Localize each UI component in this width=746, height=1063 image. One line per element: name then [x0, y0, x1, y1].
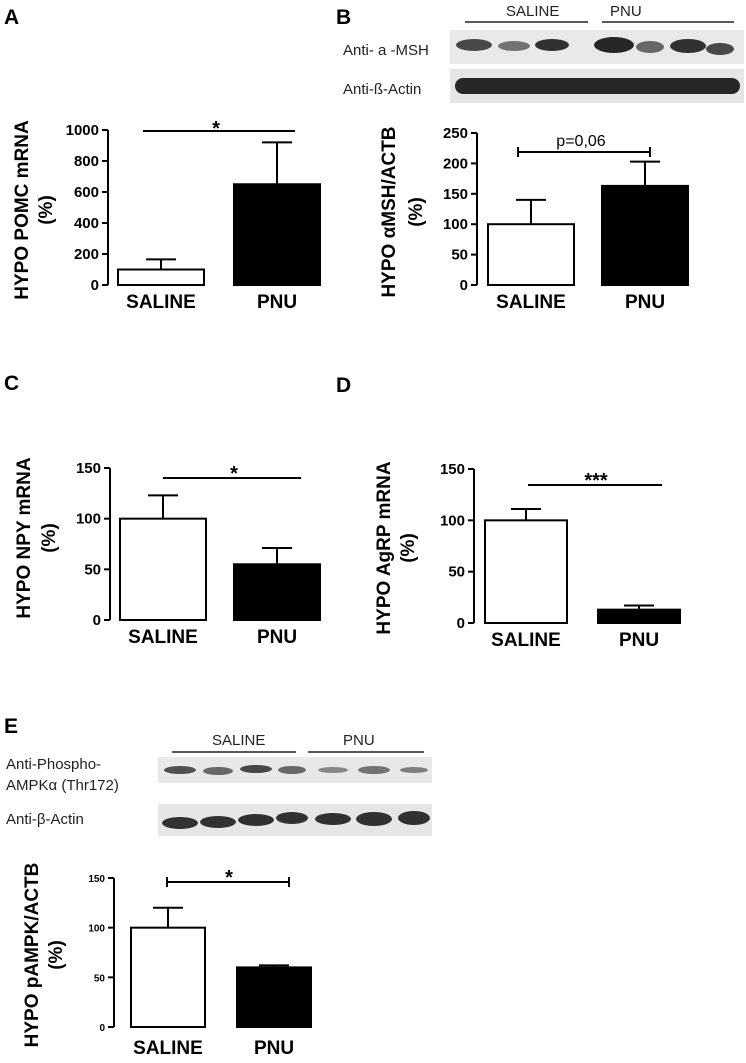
y-tick-label-b-3: 150 — [443, 186, 468, 203]
category-label-b-1: PNU — [625, 292, 665, 313]
y-tick-label-d-1: 50 — [448, 564, 465, 581]
bar-b-pnu — [601, 184, 689, 286]
y-axis-label-b: HYPO αMSH/ACTB — [379, 126, 400, 297]
bar-d-saline — [484, 519, 568, 624]
significance-label-e: * — [225, 867, 233, 889]
y-tick-label-a-2: 400 — [74, 215, 99, 232]
y-tick-label-c-0: 0 — [93, 612, 101, 629]
y-tick-label-b-0: 0 — [460, 277, 468, 294]
y-axis-label-d: HYPO AgRP mRNA — [374, 461, 395, 634]
panel-letter-e: E — [4, 715, 18, 738]
bar-d-pnu — [597, 608, 681, 624]
y-tick-label-e-3: 150 — [88, 874, 105, 885]
category-label-e-0: SALINE — [133, 1038, 203, 1059]
y-tick-label-c-2: 100 — [76, 511, 101, 528]
y-axis-unit-d: (%) — [398, 533, 419, 563]
category-label-e-1: PNU — [254, 1038, 294, 1059]
y-tick-label-d-0: 0 — [457, 615, 465, 632]
bar-e-saline — [130, 926, 206, 1029]
category-label-a-0: SALINE — [126, 292, 196, 313]
y-tick-label-b-5: 250 — [443, 125, 468, 142]
y-tick-label-c-1: 50 — [84, 561, 101, 578]
y-tick-label-b-2: 100 — [443, 216, 468, 233]
y-tick-label-a-0: 0 — [91, 277, 99, 294]
y-axis-unit-c: (%) — [39, 523, 60, 553]
y-tick-label-e-0: 0 — [99, 1023, 105, 1034]
y-axis-unit-a: (%) — [36, 195, 57, 225]
blot-b-label-msh: Anti- a -MSH — [343, 42, 429, 59]
blot-b-label-actin: Anti-ß-Actin — [343, 81, 421, 98]
y-tick-label-a-1: 200 — [74, 246, 99, 263]
y-axis-unit-e: (%) — [46, 940, 67, 970]
y-axis-label-a: HYPO POMC mRNA — [12, 120, 33, 300]
panel-letter-c: C — [4, 372, 19, 395]
blot-b-msh-bands — [456, 37, 734, 55]
bar-c-saline — [119, 517, 207, 622]
category-label-c-1: PNU — [257, 627, 297, 648]
blot-e-label-ampk: AMPKα (Thr172) — [6, 777, 119, 794]
bar-a-pnu — [233, 183, 321, 286]
panel-letter-a: A — [4, 6, 19, 29]
bar-e-pnu — [236, 966, 312, 1029]
y-tick-label-a-3: 600 — [74, 184, 99, 201]
y-tick-label-e-1: 50 — [94, 973, 106, 984]
panel-letter-b: B — [336, 6, 351, 29]
y-tick-label-a-5: 1000 — [66, 122, 99, 139]
category-label-c-0: SALINE — [128, 627, 198, 648]
blot-b: SALINE PNU Anti- a -MSH Anti-ß-Actin — [343, 3, 744, 103]
significance-label-b: p=0,06 — [556, 133, 605, 150]
category-label-b-0: SALINE — [496, 292, 566, 313]
blot-e-label-phospho: Anti-Phospho- — [6, 756, 101, 773]
blot-e-pampk-bands — [164, 765, 428, 775]
blot-e: SALINE PNU Anti-Phospho- AMPKα (Thr172) … — [6, 732, 432, 836]
y-tick-label-c-3: 150 — [76, 460, 101, 477]
y-tick-label-b-4: 200 — [443, 155, 468, 172]
blot-e-actin-bands — [162, 811, 430, 829]
y-axis-label-e: HYPO pAMPK/ACTB — [22, 863, 43, 1048]
category-label-d-0: SALINE — [491, 630, 561, 651]
bar-c-pnu — [233, 563, 321, 621]
blot-e-group-pnu: PNU — [343, 732, 375, 749]
y-axis-unit-b: (%) — [406, 197, 427, 227]
blot-e-group-saline: SALINE — [212, 732, 265, 749]
y-tick-label-e-2: 100 — [88, 924, 105, 935]
significance-label-c: * — [230, 463, 238, 485]
bar-a-saline — [117, 268, 205, 286]
panel-letter-d: D — [336, 374, 351, 397]
blot-b-actin-bands — [455, 78, 740, 94]
y-tick-label-b-1: 50 — [451, 247, 468, 264]
significance-label-a: * — [212, 118, 220, 140]
blot-e-label-actin: Anti-β-Actin — [6, 811, 84, 828]
bar-b-saline — [487, 223, 575, 286]
y-axis-label-c: HYPO NPY mRNA — [14, 457, 35, 618]
category-label-a-1: PNU — [257, 292, 297, 313]
y-tick-label-a-4: 800 — [74, 153, 99, 170]
y-tick-label-d-3: 150 — [440, 461, 465, 478]
blot-b-group-saline: SALINE — [506, 3, 559, 20]
category-label-d-1: PNU — [619, 630, 659, 651]
significance-label-d: *** — [584, 470, 608, 492]
y-tick-label-d-2: 100 — [440, 512, 465, 529]
blot-b-group-pnu: PNU — [610, 3, 642, 20]
